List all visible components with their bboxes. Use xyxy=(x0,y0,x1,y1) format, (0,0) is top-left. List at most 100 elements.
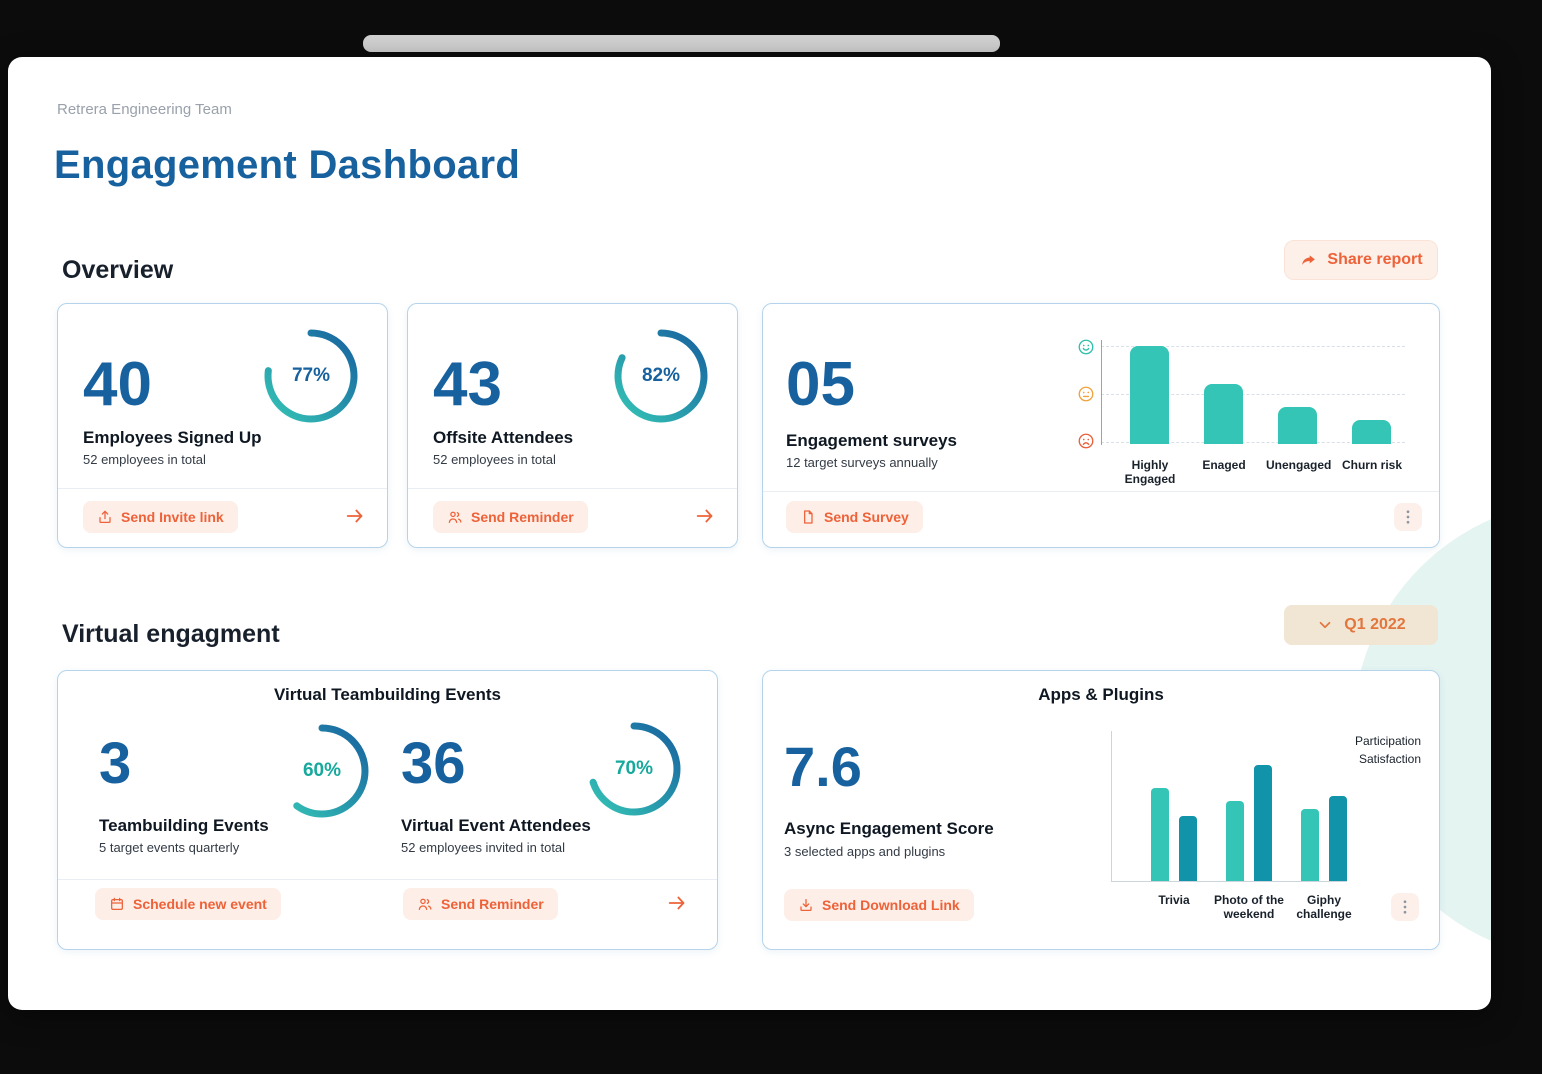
virtual-attendees-label: Virtual Event Attendees xyxy=(401,816,591,835)
apps-bar-group xyxy=(1301,796,1347,881)
surveys-label: Engagement surveys xyxy=(786,431,958,450)
document-icon xyxy=(804,510,813,524)
apps-bar-participation xyxy=(1226,801,1244,881)
page-title: Engagement Dashboard xyxy=(54,143,521,187)
schedule-new-event-label: Schedule new event xyxy=(133,896,267,912)
card-forward-button[interactable] xyxy=(693,505,717,529)
card-apps-plugins: Apps & Plugins 7.6 Async Engagement Scor… xyxy=(762,670,1440,950)
card-forward-button[interactable] xyxy=(665,892,689,916)
neutral-face-icon xyxy=(1078,386,1094,402)
survey-labels: Highly Engaged Enaged Unengaged Churn risk xyxy=(1101,458,1404,486)
gridline xyxy=(1101,394,1405,395)
offsite-value: 43 xyxy=(433,350,502,419)
legend-participation: Participation xyxy=(1354,734,1421,748)
happy-face-icon xyxy=(1078,339,1094,355)
signed-up-percent-label: 77% xyxy=(291,365,331,386)
survey-bar xyxy=(1278,407,1317,444)
surveys-sub: 12 target surveys annually xyxy=(786,455,938,470)
surveys-value: 05 xyxy=(786,350,855,419)
teambuilding-card-title: Virtual Teambuilding Events xyxy=(273,685,502,704)
send-reminder-label: Send Reminder xyxy=(471,509,574,525)
card-offsite-attendees: 43 82% Offsite Attendees 52 employees in… xyxy=(407,303,738,548)
offsite-sub: 52 employees in total xyxy=(433,452,556,467)
survey-bar-label: Highly Engaged xyxy=(1124,458,1176,486)
sad-face-icon xyxy=(1078,433,1094,449)
section-virtual-heading: Virtual engagment xyxy=(62,620,280,648)
chart-x-axis xyxy=(1111,881,1347,882)
dashboard-window: Retrera Engineering Team Engagement Dash… xyxy=(8,57,1491,1010)
send-invite-link-button[interactable]: Send Invite link xyxy=(83,501,238,533)
apps-bar-participation xyxy=(1151,788,1169,881)
apps-bar-group xyxy=(1226,765,1272,881)
apps-bar-group xyxy=(1151,788,1197,881)
signed-up-label: Employees Signed Up xyxy=(83,428,262,447)
send-survey-button[interactable]: Send Survey xyxy=(786,501,923,533)
period-select-button[interactable]: Q1 2022 xyxy=(1284,605,1438,645)
share-report-button[interactable]: Share report xyxy=(1284,240,1438,280)
apps-group-label: Photo of the weekend xyxy=(1214,893,1284,921)
download-icon xyxy=(800,899,812,911)
apps-bar-satisfaction xyxy=(1329,796,1347,881)
offsite-donut: 82% xyxy=(613,328,709,424)
arrow-right-icon xyxy=(668,896,685,910)
chart-y-axis xyxy=(1101,340,1102,445)
offsite-percent-label: 82% xyxy=(641,365,681,386)
async-score-sub: 3 selected apps and plugins xyxy=(784,844,946,859)
apps-bar-participation xyxy=(1301,809,1319,881)
send-reminder-button[interactable]: Send Reminder xyxy=(403,888,558,920)
arrow-right-icon xyxy=(696,509,713,523)
survey-bar xyxy=(1352,420,1391,444)
survey-bar xyxy=(1130,346,1169,444)
chevron-down-icon xyxy=(1319,621,1331,629)
schedule-new-event-button[interactable]: Schedule new event xyxy=(95,888,281,920)
virtual-attendees-value: 36 xyxy=(401,731,466,796)
survey-bar xyxy=(1204,384,1243,444)
apps-group-label: Giphy challenge xyxy=(1296,893,1352,921)
signed-up-donut: 77% xyxy=(263,328,359,424)
apps-group-label: Trivia xyxy=(1158,893,1190,907)
send-download-link-label: Send Download Link xyxy=(822,897,960,913)
send-reminder-button[interactable]: Send Reminder xyxy=(433,501,588,533)
people-icon xyxy=(418,898,432,910)
teambuilding-donut: 60% xyxy=(274,723,370,819)
offsite-label: Offsite Attendees xyxy=(433,428,574,447)
legend-satisfaction: Satisfaction xyxy=(1358,752,1421,766)
teambuilding-events-label: Teambuilding Events xyxy=(99,816,269,835)
gridline xyxy=(1101,442,1405,443)
apps-bar-satisfaction xyxy=(1179,816,1197,881)
send-download-link-button[interactable]: Send Download Link xyxy=(784,889,974,921)
signed-up-value: 40 xyxy=(83,350,152,419)
arrow-right-icon xyxy=(346,509,363,523)
apps-bar-satisfaction xyxy=(1254,765,1272,881)
card-divider xyxy=(408,488,737,489)
calendar-icon xyxy=(111,897,123,910)
browser-address-bar[interactable] xyxy=(363,35,1000,52)
card-menu-button[interactable] xyxy=(1394,503,1422,531)
teambuilding-events-value: 3 xyxy=(99,731,132,796)
apps-bar-groups xyxy=(1111,731,1347,881)
virtual-attendees-percent-label: 70% xyxy=(614,758,654,779)
card-employees-signed-up: 40 77% Employees Signed Up 52 employees … xyxy=(57,303,388,548)
async-score-value: 7.6 xyxy=(784,735,862,798)
chart-y-axis xyxy=(1111,731,1112,881)
survey-bar-label: Churn risk xyxy=(1341,458,1402,472)
chart-legend: Participation Satisfaction xyxy=(1355,732,1421,768)
card-forward-button[interactable] xyxy=(343,505,367,529)
kebab-menu-icon xyxy=(1406,510,1410,524)
period-label: Q1 2022 xyxy=(1344,616,1406,633)
send-invite-link-label: Send Invite link xyxy=(121,509,224,525)
send-survey-label: Send Survey xyxy=(824,509,909,525)
async-score-label: Async Engagement Score xyxy=(784,819,994,838)
gridline xyxy=(1101,346,1405,347)
people-icon xyxy=(448,511,462,523)
card-divider xyxy=(763,491,1439,492)
section-overview-heading: Overview xyxy=(62,256,174,284)
survey-bars xyxy=(1101,346,1405,444)
card-virtual-teambuilding: Virtual Teambuilding Events 3 60% Teambu… xyxy=(57,670,718,950)
apps-bar-labels: Trivia Photo of the weekend Giphy challeng… xyxy=(1111,893,1352,923)
send-reminder-label: Send Reminder xyxy=(441,896,544,912)
teambuilding-percent-label: 60% xyxy=(302,760,342,781)
card-divider xyxy=(58,488,387,489)
card-menu-button[interactable] xyxy=(1391,893,1419,921)
apps-card-title: Apps & Plugins xyxy=(1038,685,1164,704)
